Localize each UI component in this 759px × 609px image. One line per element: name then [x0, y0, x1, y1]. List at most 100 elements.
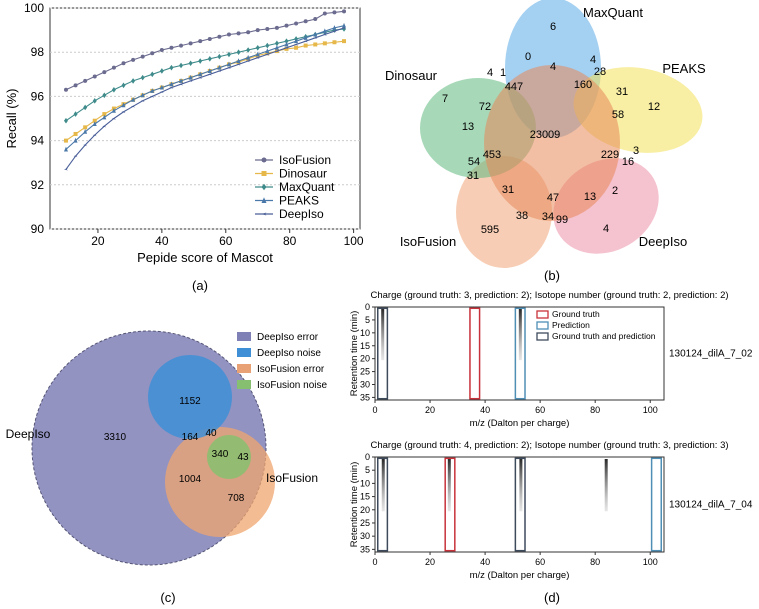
data-point — [342, 26, 347, 32]
data-point — [303, 35, 308, 40]
data-point — [322, 41, 327, 46]
venn-region-count: 40 — [205, 428, 217, 439]
data-point — [102, 112, 107, 117]
data-point — [111, 117, 116, 120]
data-point — [322, 11, 327, 16]
venn-region-count: 99 — [556, 214, 568, 226]
data-point — [207, 36, 212, 41]
data-point — [246, 59, 251, 63]
data-point — [188, 60, 193, 67]
data-point — [179, 78, 184, 83]
data-point — [342, 39, 347, 44]
venn-region-count: 31 — [616, 86, 628, 98]
x-tick-label: 20 — [91, 234, 105, 248]
x-tick-label: 40 — [480, 405, 490, 415]
venn-region-count: 0 — [525, 51, 531, 63]
data-point — [284, 46, 289, 51]
data-point — [284, 41, 289, 47]
legend-swatch — [237, 332, 251, 341]
venn-core — [484, 65, 620, 221]
x-tick-label: 100 — [344, 234, 364, 248]
data-point — [342, 26, 347, 30]
data-point — [246, 54, 251, 60]
venn-region-count: 447 — [505, 81, 523, 93]
data-point — [236, 58, 241, 64]
legend-swatch — [536, 321, 549, 330]
set-label-isofusion: IsoFusion — [266, 471, 318, 485]
venn-region-count: 23009 — [530, 129, 561, 141]
data-point — [284, 38, 289, 44]
data-point — [217, 53, 222, 60]
legend-label: Dinosaur — [279, 167, 327, 181]
x-axis-label: Pepide score of Mascot — [137, 250, 273, 265]
data-point — [188, 74, 193, 80]
y-tick-label: 10 — [360, 328, 370, 338]
data-point — [342, 22, 347, 28]
signal-streak — [519, 459, 523, 512]
plot-frame — [49, 7, 361, 230]
data-point — [150, 95, 155, 98]
set-label-deepiso: DeepIso — [6, 427, 51, 441]
venn-region-count: 595 — [481, 224, 499, 236]
x-axis-label: m/z (Dalton per charge) — [470, 418, 570, 429]
y-tick-label: 0 — [365, 452, 370, 462]
data-point — [140, 99, 145, 103]
data-point — [226, 61, 231, 67]
data-point — [92, 121, 97, 127]
data-point — [255, 28, 260, 33]
data-point — [342, 9, 347, 14]
y-tick-label: 20 — [360, 354, 370, 364]
y-axis-label: Retention time (min) — [349, 311, 360, 397]
data-point — [121, 110, 126, 114]
data-point — [226, 51, 231, 58]
data-point — [313, 42, 318, 47]
data-point — [92, 98, 97, 104]
x-tick-label: 100 — [643, 405, 658, 415]
data-point — [207, 68, 212, 73]
data-point — [188, 41, 193, 46]
venn-region-count: 6 — [550, 21, 556, 33]
venn-region-count: 164 — [182, 432, 199, 443]
venn-region-count: 1152 — [179, 396, 201, 407]
data-point — [332, 10, 337, 15]
data-point — [265, 53, 270, 56]
data-point — [217, 69, 222, 73]
x-tick-label: 80 — [590, 557, 600, 567]
data-point — [265, 51, 270, 56]
venn-region-count: 3310 — [104, 432, 127, 443]
venn-region-count: 47 — [547, 192, 559, 204]
data-point — [303, 19, 308, 24]
legend-swatch — [237, 380, 251, 389]
venn-region-count: 3 — [633, 145, 639, 157]
y-tick-label: 15 — [360, 492, 370, 502]
recall-line-chart: 90 92 94 96 98 100 20 40 60 80 100 Pepide score of … — [4, 1, 364, 293]
x-axis-label: m/z (Dalton per charge) — [470, 570, 570, 581]
data-point — [246, 30, 251, 35]
venn-region-count: 229 — [601, 149, 619, 161]
venn-region-count: 453 — [483, 149, 501, 161]
venn-region-count: 43 — [237, 452, 249, 463]
data-point — [236, 49, 241, 55]
legend-label: IsoFusion — [279, 153, 331, 167]
venn-deepiso-noise-circle — [148, 355, 232, 439]
panel-label-a: (a) — [192, 278, 208, 293]
legend-label: Ground truth — [552, 309, 600, 319]
legend-label: IsoFusion error — [257, 364, 325, 375]
data-point — [111, 86, 116, 93]
data-point — [265, 26, 270, 31]
data-point — [73, 111, 78, 117]
data-point — [236, 63, 241, 66]
venn-region-count: 340 — [212, 449, 229, 460]
x-tick-label: 60 — [535, 557, 545, 567]
data-point — [226, 32, 231, 37]
data-point — [140, 54, 145, 59]
data-point — [313, 36, 318, 40]
data-point — [274, 49, 279, 53]
venn-region-count: 4 — [487, 67, 493, 79]
legend-label: MaxQuant — [279, 180, 335, 194]
data-point — [313, 31, 318, 37]
venn-region-count: 31 — [467, 170, 479, 182]
data-point — [73, 83, 78, 88]
data-point — [179, 43, 184, 48]
data-point — [294, 21, 299, 26]
